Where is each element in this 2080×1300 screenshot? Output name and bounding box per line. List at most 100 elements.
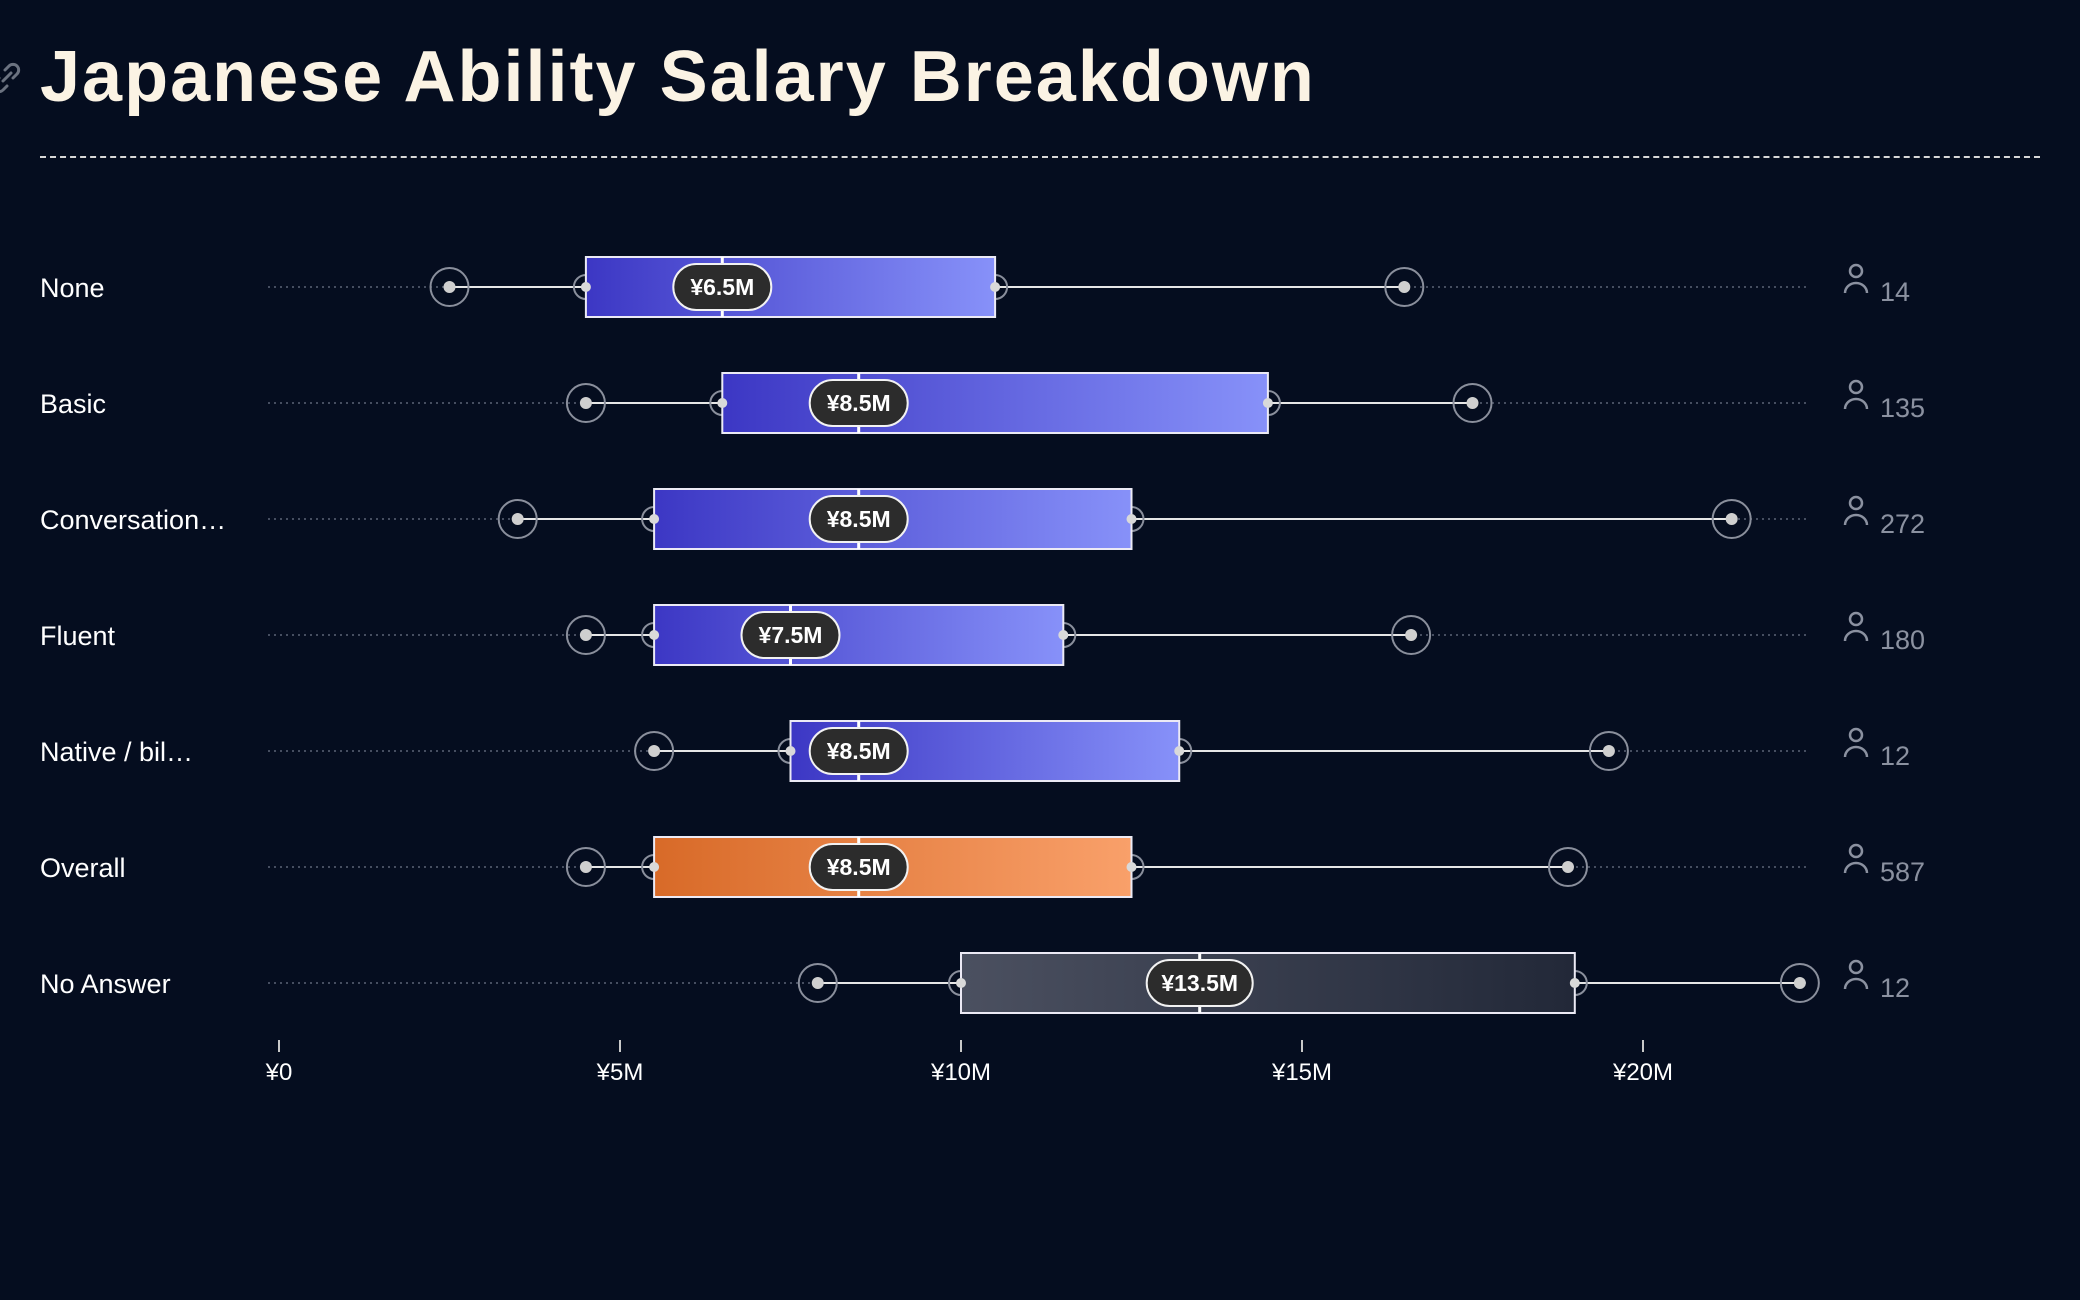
whisker-max-ring [1547,847,1588,887]
median-label: ¥13.5M [1161,970,1238,996]
respondent-count: 135 [1880,393,1925,423]
series-row: No Answer ¥13.5M 12 [40,952,1910,1014]
series-row: None ¥6.5M 14 [40,256,1910,318]
person-icon [1843,727,1869,758]
person-icon-body [1843,281,1869,294]
series-row: Basic ¥8.5M 135 [40,372,1925,434]
whisker-max-dot [1466,397,1479,409]
person-icon-head [1848,611,1864,627]
title-divider [40,156,2040,158]
median-pill [808,379,909,427]
person-icon [1843,843,1869,874]
whisker-max-dot [1793,977,1806,989]
median-label: ¥7.5M [759,622,823,648]
series-row: Native / bil… ¥8.5M 12 [40,720,1910,782]
category-label: No Answer [40,969,171,999]
person-icon-head [1848,727,1864,743]
whisker-max-dot [1725,513,1738,525]
person-icon [1843,959,1869,990]
series-row: Fluent ¥7.5M 180 [40,604,1925,666]
x-axis-tick-label: ¥20M [1612,1059,1673,1086]
whisker-min-ring [797,963,838,1003]
person-icon-body [1843,397,1869,410]
person-icon [1843,611,1869,642]
median-pill [740,611,841,659]
x-axis-tick-label: ¥5M [596,1059,644,1086]
person-icon-body [1843,861,1869,874]
quartile-dot [1174,746,1185,756]
quartile-dot [785,746,796,756]
median-pill [808,843,909,891]
whisker-min-ring [429,267,470,307]
person-icon-head [1848,959,1864,975]
respondent-count: 14 [1880,277,1910,307]
median-pill [672,263,773,311]
person-icon-body [1843,745,1869,758]
person-icon [1843,495,1869,526]
box-blue [584,256,997,318]
respondent-count: 12 [1880,741,1910,771]
series-row: Conversation… ¥8.5M 272 [40,488,1925,550]
median-label: ¥8.5M [827,738,891,764]
quartile-dot [1126,514,1137,524]
whisker-min-dot [648,745,661,757]
page-title: Japanese Ability Salary Breakdown [40,37,1316,117]
whisker-min-dot [579,397,592,409]
person-icon [1843,263,1869,294]
category-label: None [40,273,105,303]
whisker-min-ring [497,499,538,539]
whisker-max-ring [1452,383,1493,423]
median-label: ¥8.5M [827,506,891,532]
median-label: ¥6.5M [690,274,754,300]
median-pill [1145,959,1254,1007]
whisker-max-dot [1405,629,1418,641]
person-icon-head [1848,495,1864,511]
whisker-min-ring [634,731,675,771]
whisker-max-ring [1779,963,1820,1003]
median-pill [808,495,909,543]
respondent-count: 272 [1880,509,1925,539]
median-label: ¥8.5M [827,390,891,416]
category-label: Basic [40,389,106,419]
median-pill [808,727,909,775]
whisker-max-ring [1391,615,1432,655]
quartile-dot [956,978,966,988]
link-icon [0,62,21,94]
whisker-max-ring [1711,499,1752,539]
quartile-dot [580,282,591,292]
x-axis-tick-label: ¥0 [265,1059,293,1086]
person-icon-head [1848,263,1864,279]
quartile-dot [649,514,660,524]
respondent-count: 12 [1880,973,1910,1003]
quartile-dot [990,282,1001,292]
whisker-max-ring [1384,267,1425,307]
box-gray [960,952,1576,1014]
box-blue [653,604,1065,666]
person-icon-body [1843,977,1869,990]
whisker-max-dot [1398,281,1411,293]
whisker-max-dot [1561,861,1574,873]
whisker-min-dot [579,629,592,641]
series-row: Overall ¥8.5M 587 [40,836,1925,898]
whisker-min-ring [565,615,606,655]
quartile-dot [1569,978,1580,988]
median-label: ¥8.5M [827,854,891,880]
person-icon-body [1843,629,1869,642]
person-icon-head [1848,843,1864,859]
whisker-max-ring [1588,731,1629,771]
whisker-max-dot [1602,745,1615,757]
respondent-count: 180 [1880,625,1925,655]
quartile-dot [649,862,660,872]
respondent-count: 587 [1880,857,1925,887]
category-label: Conversation… [40,505,226,535]
whisker-min-ring [565,847,606,887]
quartile-dot [1262,398,1273,408]
whisker-min-dot [579,861,592,873]
person-icon-head [1848,379,1864,395]
quartile-dot [717,398,728,408]
person-icon-body [1843,513,1869,526]
x-axis-tick-label: ¥10M [930,1059,991,1086]
quartile-dot [1126,862,1137,872]
whisker-min-dot [511,513,524,525]
